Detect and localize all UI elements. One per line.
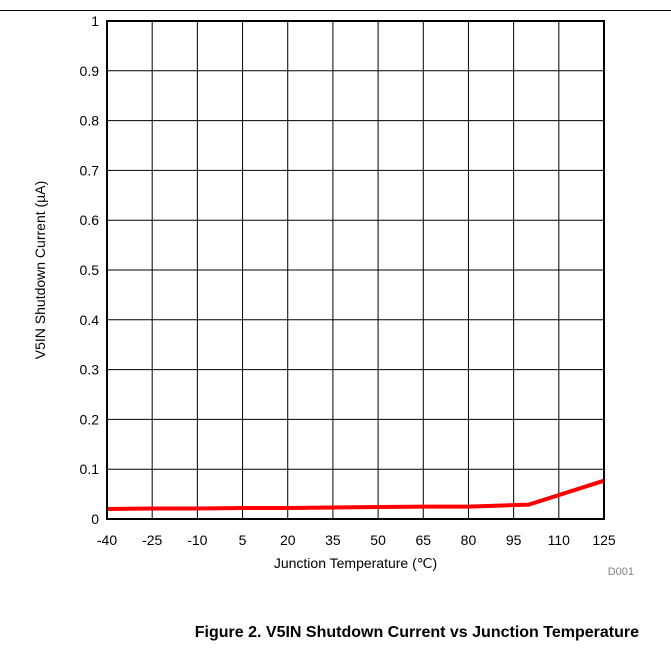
x-tick-label: 50 — [370, 532, 386, 548]
x-tick-label: 35 — [325, 532, 341, 548]
grid — [106, 20, 605, 520]
x-tick-label: 65 — [415, 532, 431, 548]
y-tick-label: 0.6 — [80, 212, 100, 228]
x-tick-labels: -40 -25 -10 5 20 35 50 65 80 95 110 125 — [97, 532, 616, 548]
x-tick-label: 80 — [461, 532, 477, 548]
figure-code: D001 — [608, 566, 634, 578]
y-axis-label: V5IN Shutdown Current (µA) — [32, 181, 48, 359]
x-tick-label: -25 — [142, 532, 162, 548]
y-tick-label: 0.9 — [80, 63, 100, 79]
y-tick-label: 0.8 — [80, 113, 100, 129]
x-tick-label: 20 — [280, 532, 296, 548]
figure-caption: Figure 2. V5IN Shutdown Current vs Junct… — [194, 624, 639, 641]
x-tick-label: 5 — [239, 532, 247, 548]
y-tick-labels: 0 0.1 0.2 0.3 0.4 0.5 0.6 0.7 0.8 0.9 1 — [80, 13, 100, 527]
x-tick-label: 95 — [506, 532, 522, 548]
x-axis-label: Junction Temperature (℃) — [274, 555, 437, 571]
x-tick-label: 110 — [548, 532, 571, 548]
x-tick-label: -10 — [187, 532, 207, 548]
y-tick-label: 0.3 — [80, 362, 100, 378]
y-tick-label: 0.1 — [80, 461, 100, 477]
series-layer — [106, 478, 605, 511]
top-rule — [0, 10, 671, 11]
y-tick-label: 0.7 — [80, 162, 100, 178]
series-line — [106, 478, 605, 511]
y-tick-label: 0 — [91, 511, 99, 527]
plot-frame — [106, 20, 605, 520]
y-tick-label: 0.2 — [80, 411, 100, 427]
y-tick-label: 0.5 — [80, 262, 100, 278]
y-tick-label: 1 — [91, 13, 99, 29]
x-tick-label: 125 — [592, 532, 616, 548]
y-tick-label: 0.4 — [80, 312, 100, 328]
x-tick-label: -40 — [97, 532, 117, 548]
